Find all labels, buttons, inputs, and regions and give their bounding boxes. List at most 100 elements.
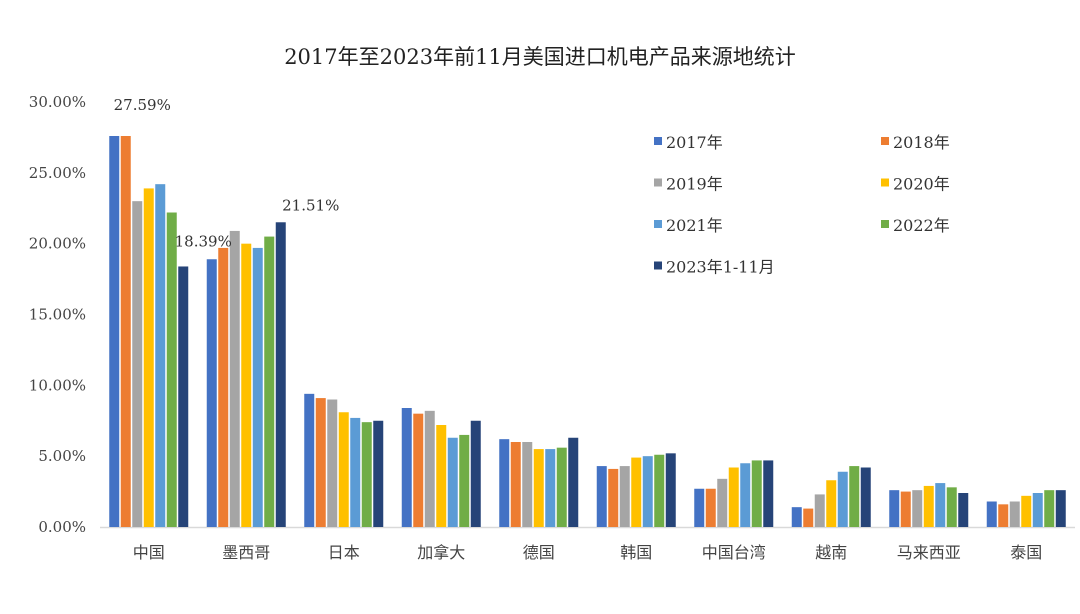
bar — [241, 243, 252, 527]
bar — [705, 488, 716, 527]
bar — [304, 393, 315, 527]
bar — [849, 466, 860, 527]
bar — [361, 422, 372, 527]
x-tick-label: 中国台湾 — [702, 543, 766, 562]
y-axis: 0.00% 5.00% 10.00% 15.00% 20.00% 25.00% 30.00% — [29, 93, 86, 536]
bar — [791, 507, 802, 527]
bar — [522, 442, 533, 527]
x-tick-label: 马来西亚 — [897, 543, 961, 562]
bar — [923, 485, 934, 527]
bar — [275, 222, 286, 527]
bar — [143, 188, 154, 527]
legend-label: 2023年1-11月 — [666, 258, 775, 277]
bar — [327, 399, 338, 527]
bar — [986, 501, 997, 527]
y-tick-label: 30.00% — [29, 93, 86, 111]
bar — [1009, 501, 1020, 527]
x-axis: 中国 墨西哥 日本 加拿大 德国 韩国 中国台湾 越南 马来西亚 泰国 — [100, 526, 1075, 562]
legend-item: 2022年 — [881, 216, 950, 235]
bar — [889, 490, 900, 527]
bar — [132, 201, 143, 527]
bar — [751, 460, 762, 527]
bar — [413, 413, 424, 527]
bar — [436, 425, 447, 527]
bar — [229, 230, 240, 527]
data-label: 27.59% — [114, 96, 171, 114]
x-tick-label: 墨西哥 — [222, 543, 270, 562]
bar — [654, 454, 665, 527]
bar — [998, 504, 1009, 527]
bar — [803, 508, 814, 527]
x-tick-label: 日本 — [328, 543, 360, 562]
bar — [252, 247, 263, 527]
bar — [935, 483, 946, 527]
bar — [1032, 493, 1043, 527]
legend-item: 2017年 — [654, 133, 723, 152]
bar — [958, 493, 969, 527]
data-label: 18.39% — [175, 232, 232, 250]
bar — [499, 439, 510, 527]
bar — [155, 184, 166, 527]
bar — [1021, 495, 1032, 527]
legend-swatch — [881, 220, 889, 228]
bar — [218, 247, 229, 527]
y-tick-label: 15.00% — [29, 306, 86, 324]
legend-item: 2023年1-11月 — [654, 258, 775, 277]
bar — [350, 417, 361, 527]
bar — [619, 466, 630, 527]
bar — [1055, 490, 1066, 527]
y-tick-label: 0.00% — [38, 518, 86, 536]
bar — [459, 434, 470, 527]
data-label: 21.51% — [282, 196, 339, 214]
x-tick-label: 德国 — [523, 543, 555, 562]
bar — [837, 471, 848, 527]
bar — [556, 447, 567, 527]
legend-label: 2022年 — [893, 216, 950, 235]
legend-item: 2020年 — [881, 175, 950, 194]
legend-swatch — [654, 178, 662, 187]
bar — [545, 449, 556, 527]
bar — [900, 491, 911, 527]
legend-label: 2018年 — [893, 133, 950, 152]
legend-item: 2021年 — [654, 216, 723, 235]
bar — [946, 487, 957, 527]
bar — [740, 463, 751, 527]
x-tick-label: 加拿大 — [417, 543, 465, 562]
data-labels: 27.59% 18.39% 21.51% — [114, 96, 340, 250]
bar — [642, 456, 653, 527]
y-tick-label: 25.00% — [29, 164, 86, 182]
bar — [315, 398, 326, 527]
x-tick-label: 泰国 — [1010, 543, 1042, 562]
bar — [424, 410, 435, 527]
bar — [338, 412, 349, 527]
bar — [533, 449, 544, 527]
y-tick-label: 5.00% — [38, 447, 86, 465]
bar — [596, 466, 607, 527]
legend-swatch — [881, 178, 889, 187]
bar — [665, 453, 676, 527]
legend-swatch — [881, 137, 889, 145]
bar — [860, 467, 871, 527]
legend-item: 2019年 — [654, 175, 723, 194]
bar — [206, 259, 217, 527]
chart-title: 2017年至2023年前11月美国进口机电产品来源地统计 — [284, 45, 796, 69]
legend-label: 2021年 — [666, 216, 723, 235]
legend-label: 2019年 — [666, 175, 723, 194]
bar — [814, 494, 825, 527]
bar — [826, 480, 837, 527]
bar — [178, 266, 189, 527]
bar — [763, 460, 774, 527]
legend-label: 2020年 — [893, 175, 950, 194]
bar — [728, 467, 739, 527]
legend-swatch — [654, 261, 662, 270]
bar — [109, 136, 120, 527]
bar — [166, 212, 177, 527]
bar — [912, 490, 923, 527]
y-tick-label: 10.00% — [29, 376, 86, 394]
legend: 2017年 2018年 2019年 2020年 2021年 2022年 2023年1-11月 — [654, 133, 950, 277]
legend-swatch — [654, 137, 662, 145]
legend-swatch — [654, 220, 662, 228]
bar — [510, 442, 521, 527]
bar — [373, 420, 384, 527]
